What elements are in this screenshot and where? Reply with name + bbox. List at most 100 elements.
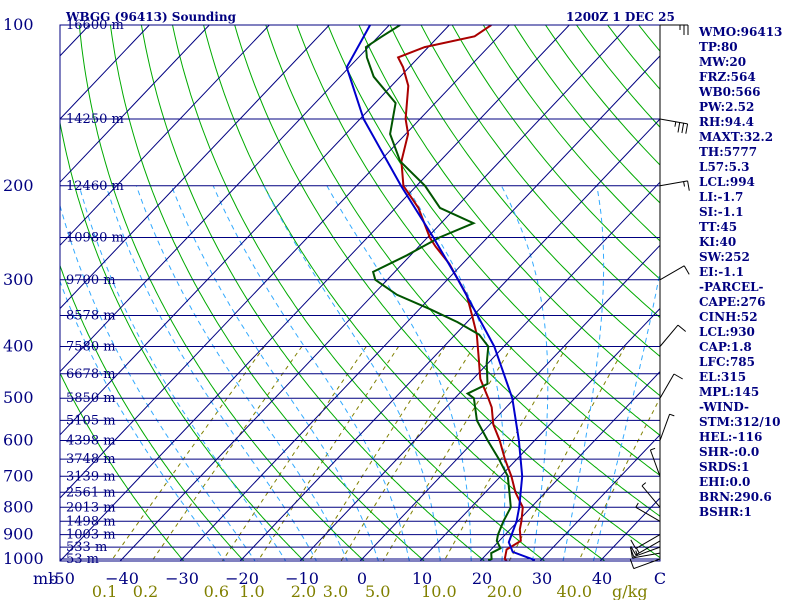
- wind-barb-half-flag: [650, 447, 656, 451]
- dry-adiabat: [203, 25, 606, 561]
- pressure-tick-label: 1000: [3, 549, 44, 568]
- sounding-index: CAPE:276: [699, 295, 766, 309]
- wind-barb-half-flag: [683, 181, 685, 187]
- wind-barb-shaft: [659, 373, 675, 399]
- sounding-index: SW:252: [699, 250, 750, 264]
- isotherm-line: [60, 25, 270, 247]
- isotherm-line: [60, 25, 330, 310]
- mixing-ratio-tick-label: 10.0: [421, 582, 457, 600]
- dry-adiabat: [60, 264, 245, 561]
- wind-barb-flag: [687, 180, 690, 191]
- wind-barb-flag: [685, 123, 689, 134]
- sounding-index: HEL:-116: [699, 430, 762, 444]
- wind-barb-shaft: [649, 449, 661, 477]
- height-label: 14250 m: [66, 112, 124, 127]
- chart-time: 1200Z 1 DEC 25: [566, 10, 675, 24]
- pressure-tick-label: 100: [3, 15, 34, 34]
- dry-adiabat: [60, 120, 305, 561]
- mixing-ratio-tick-label: 40.0: [556, 582, 592, 600]
- sounding-index: LCL:994: [699, 175, 755, 189]
- wind-barb: [659, 324, 687, 347]
- sounding-index: BSHR:1: [699, 505, 752, 519]
- wind-barb-shaft: [659, 324, 679, 347]
- temperature-tick-label: −20: [225, 569, 259, 588]
- pressure-unit-label: mb: [33, 569, 58, 588]
- wind-barb: [630, 540, 661, 556]
- chart-title: WBGG (96413) Sounding: [65, 10, 237, 24]
- sounding-index: MW:20: [699, 55, 746, 69]
- moist-adiabat: [171, 185, 379, 561]
- moist-adiabat: [60, 203, 256, 561]
- temperature-tick-label: 0: [357, 569, 367, 588]
- height-label: 3139 m: [66, 469, 116, 484]
- height-label: 7580 m: [66, 340, 116, 355]
- mixing-ratio-tick-label: 2.0: [291, 582, 316, 600]
- wind-barb: [659, 413, 675, 441]
- sounding-index: RH:94.4: [699, 115, 754, 129]
- temperature-tick-label: −40: [105, 569, 139, 588]
- wind-barb: [641, 482, 661, 508]
- temperature-tick-label: 30: [532, 569, 552, 588]
- sounding-index: WB0:566: [698, 85, 760, 99]
- temperature-axis-end-label: C: [654, 569, 666, 588]
- moist-adiabat: [105, 185, 318, 561]
- moist-adiabat: [135, 185, 348, 561]
- mixing-ratio-tick-label: 0.2: [133, 582, 158, 600]
- wind-barb-flag: [681, 123, 685, 134]
- dry-adiabat: [234, 25, 660, 559]
- height-label: 3748 m: [66, 452, 116, 467]
- wind-barb: [659, 373, 683, 399]
- wind-barb: [649, 447, 661, 477]
- wind-barb-shaft: [659, 180, 688, 187]
- dry-adiabat: [78, 25, 365, 561]
- height-label: 1498 m: [66, 514, 116, 529]
- dry-adiabat: [109, 25, 426, 561]
- height-label: 9700 m: [66, 273, 116, 288]
- temperature-tick-label: −30: [165, 569, 199, 588]
- wind-barb-flag: [683, 265, 690, 275]
- pressure-tick-label: 800: [3, 497, 34, 516]
- wind-barb-half-flag: [635, 502, 639, 508]
- sounding-index: L57:5.3: [699, 160, 749, 174]
- sounding-index: EI:-1.1: [699, 265, 744, 279]
- mixing-ratio-line: [443, 346, 568, 561]
- isotherm-line: [299, 181, 660, 561]
- dewpoint-line: [364, 25, 512, 561]
- isotherm-line: [359, 244, 660, 561]
- sounding-index: CINH:52: [699, 310, 758, 324]
- moist-adiabat: [326, 185, 472, 561]
- sounding-index: FRZ:564: [699, 70, 756, 84]
- sounding-index: MPL:145: [699, 385, 759, 399]
- sounding-index: SHR-:0.0: [699, 445, 759, 459]
- wind-barb: [660, 24, 689, 35]
- dry-adiabat: [327, 25, 660, 436]
- sounding-index: LCL:930: [699, 325, 755, 339]
- dry-adiabat: [265, 25, 660, 517]
- wind-barb: [635, 502, 661, 522]
- sounding-index: BRN:290.6: [699, 490, 772, 504]
- isotherm-line: [60, 25, 510, 499]
- wind-barb-flag: [629, 559, 635, 569]
- wind-barb: [630, 534, 661, 550]
- wind-barb-half-flag: [641, 482, 647, 487]
- mixing-ratio-line: [308, 346, 446, 561]
- sounding-index: LI:-1.7: [699, 190, 743, 204]
- wind-barb-shaft: [635, 540, 661, 556]
- height-label: 6678 m: [66, 367, 116, 382]
- isotherm-line: [479, 370, 660, 561]
- sounding-index: LFC:785: [699, 355, 755, 369]
- height-label: 8578 m: [66, 309, 116, 324]
- wind-barb-shaft: [659, 265, 685, 281]
- isotherm-line: [60, 25, 210, 183]
- wind-barb-half-flag: [669, 413, 675, 417]
- height-label: 2013 m: [66, 500, 116, 515]
- sounding-index: -PARCEL-: [699, 280, 764, 294]
- sounding-index: EHI:0.0: [699, 475, 750, 489]
- mixing-ratio-tick-label: 0.6: [204, 582, 229, 600]
- sounding-index: SI:-1.1: [699, 205, 744, 219]
- mixing-ratio-line: [508, 346, 626, 561]
- mixing-ratio-line: [151, 346, 303, 561]
- wind-barb-flag: [630, 546, 637, 556]
- height-label: 1003 m: [66, 528, 116, 543]
